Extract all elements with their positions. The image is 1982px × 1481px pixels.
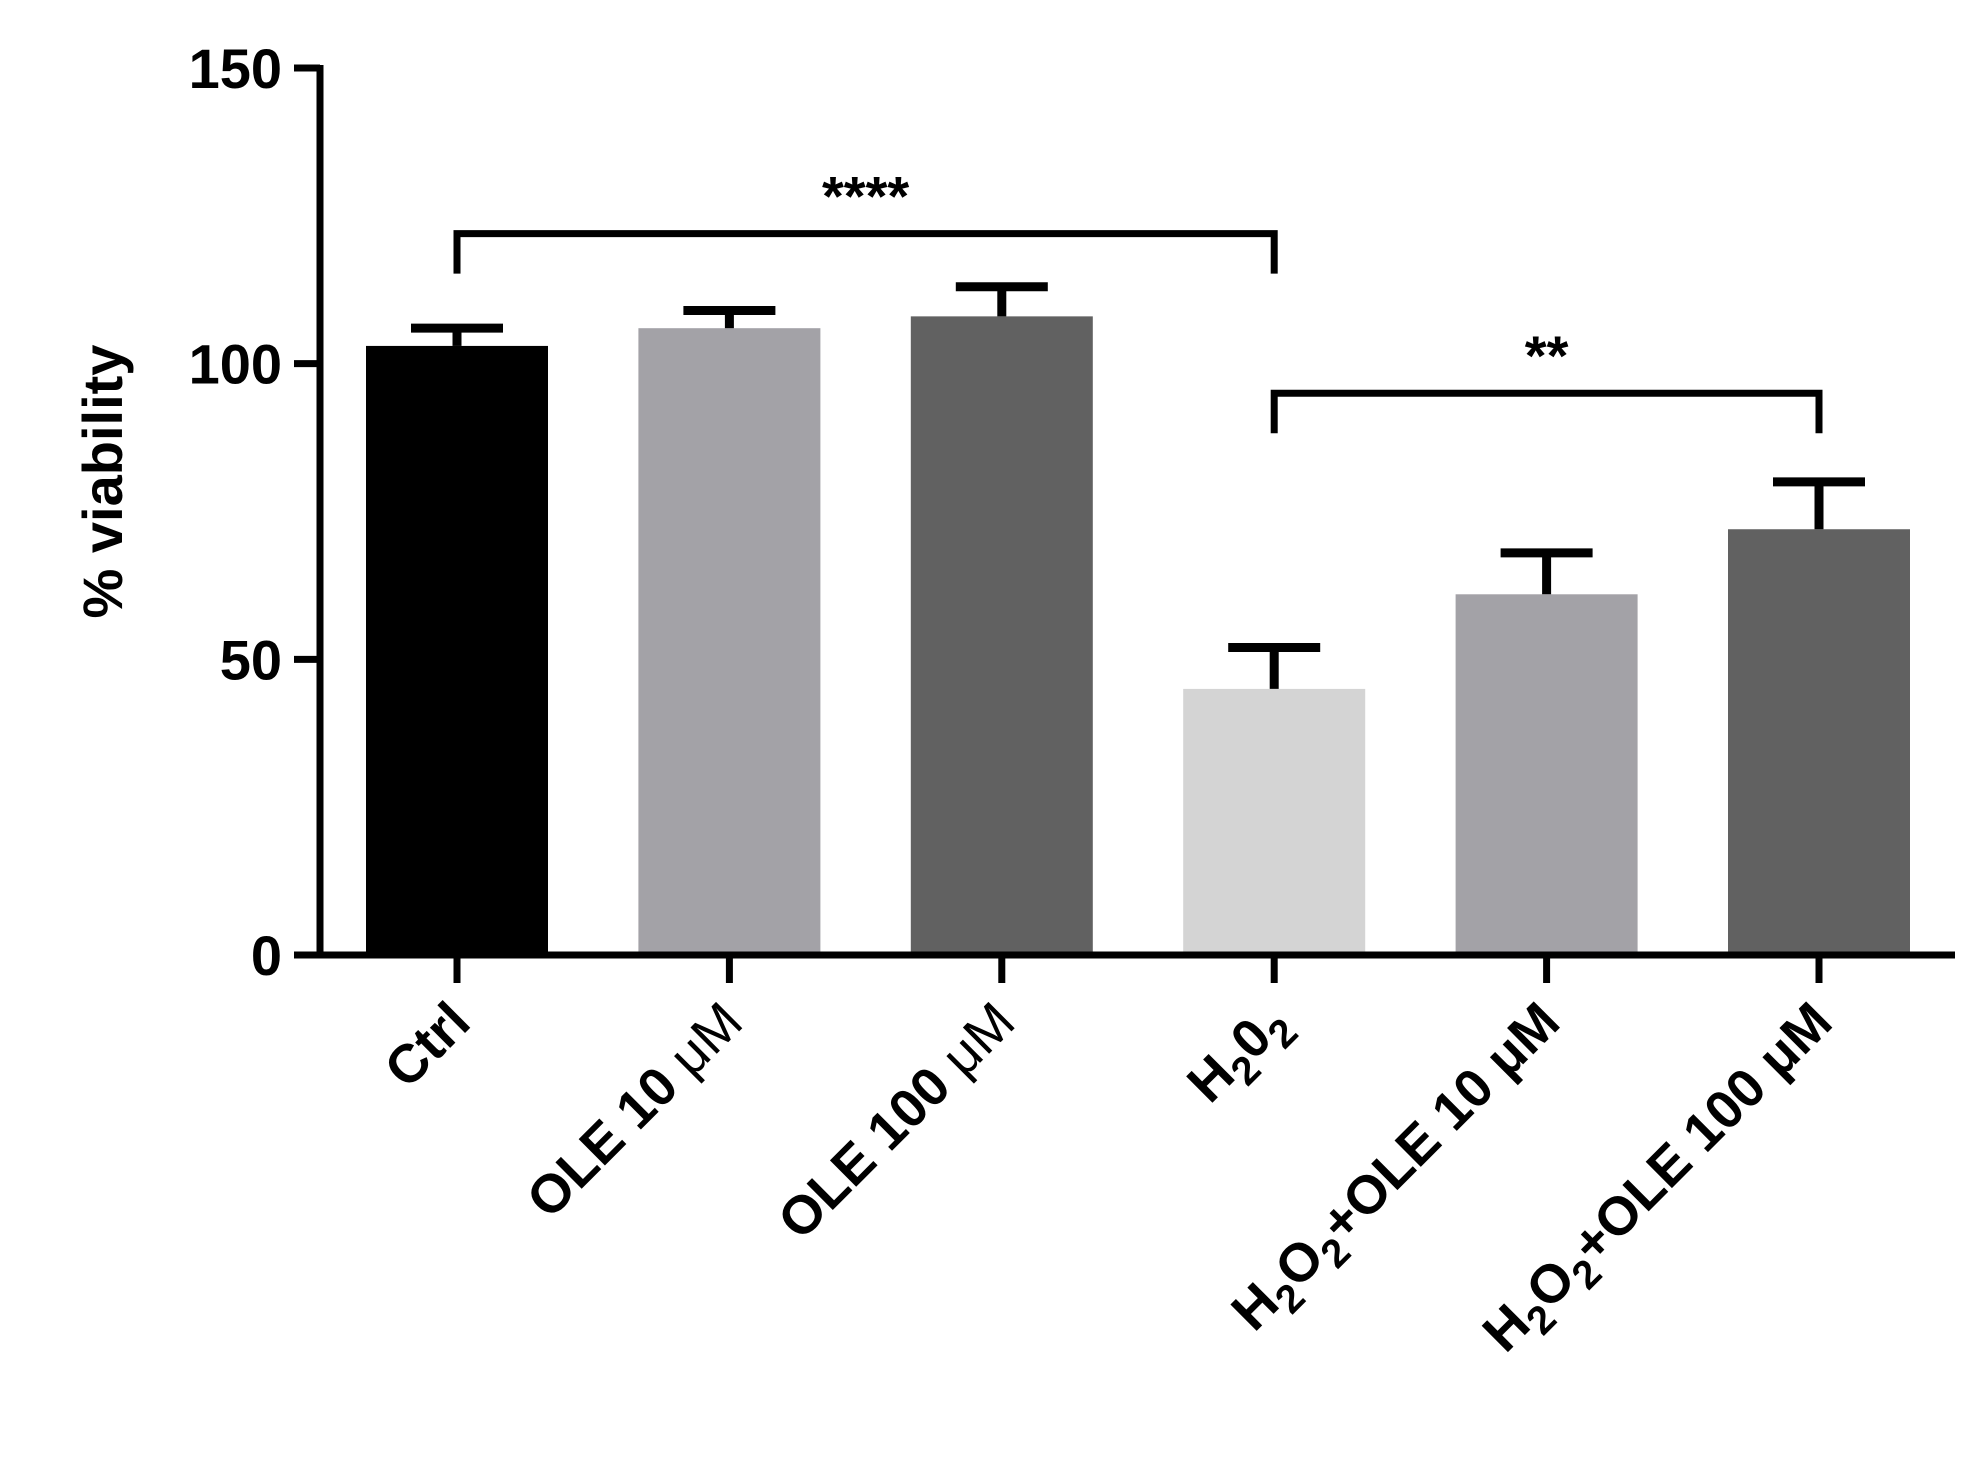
y-ticks-layer: 0 50 100 150	[189, 37, 320, 987]
bar	[366, 345, 548, 956]
x-category-label: Ctrl	[373, 991, 481, 1099]
y-tick-label: 150	[189, 37, 282, 100]
bar	[1455, 594, 1638, 955]
y-tick-label: 0	[251, 924, 282, 987]
y-tick-label: 100	[189, 333, 282, 396]
bar	[910, 316, 1093, 955]
axes-layer	[316, 65, 1955, 959]
bar	[1183, 688, 1366, 955]
bars-layer	[366, 316, 1910, 956]
significance-bracket	[453, 230, 1278, 274]
y-axis-title: % viability	[71, 345, 134, 619]
significance-label: ****	[822, 165, 909, 228]
significance-layer: ******	[453, 165, 1823, 434]
error-bars-layer	[411, 282, 1865, 689]
significance-bracket	[1270, 389, 1823, 434]
x-category-label: H2​02​	[1176, 991, 1306, 1121]
y-tick-label: 50	[220, 628, 282, 691]
x-category-label: OLE 10 μM	[515, 991, 753, 1229]
x-category-label: OLE 100 μM	[767, 991, 1027, 1251]
bar	[638, 328, 821, 956]
bar	[1728, 529, 1910, 955]
significance-label: **	[1525, 324, 1569, 387]
